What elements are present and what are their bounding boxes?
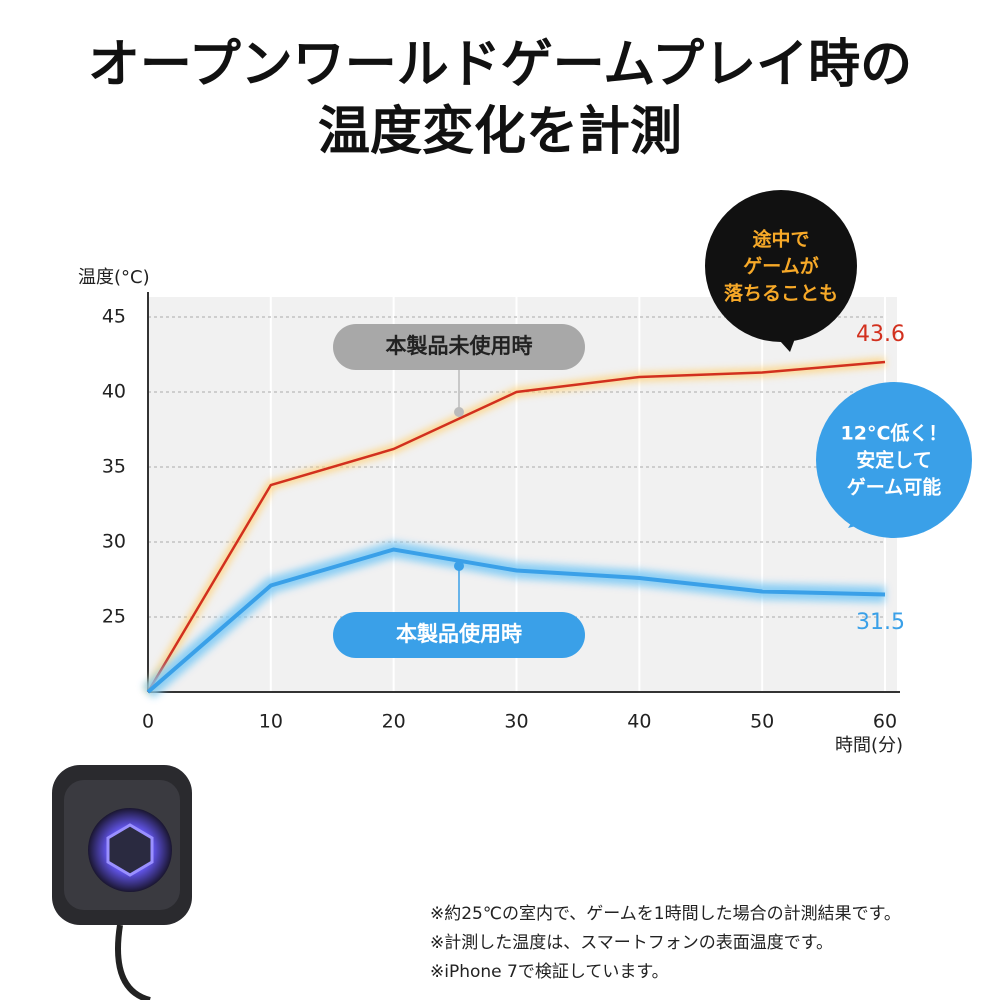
callout-text: 安定して (856, 449, 931, 472)
callout-text: ゲームが (743, 255, 818, 278)
y-tick-label: 35 (102, 456, 126, 478)
callout-bubble (816, 382, 972, 538)
y-tick-label: 40 (102, 381, 126, 403)
x-tick-label: 10 (259, 711, 283, 733)
legend-dot (454, 561, 464, 571)
x-tick-label: 60 (873, 711, 897, 733)
legend-label: 本製品未使用時 (386, 334, 533, 358)
callout-text: ゲーム可能 (847, 476, 941, 499)
footnote: ※約25℃の室内で、ゲームを1時間した場合の計測結果です。 (430, 904, 901, 924)
footnote: ※計測した温度は、スマートフォンの表面温度です。 (430, 933, 833, 953)
callout-text: 12°C低く！ (841, 422, 948, 445)
x-tick-label: 30 (504, 711, 528, 733)
x-tick-label: 0 (142, 711, 154, 733)
x-tick-label: 20 (382, 711, 406, 733)
footnote: ※iPhone 7で検証しています。 (430, 962, 669, 982)
y-axis-label: 温度(°C) (78, 267, 150, 288)
x-tick-label: 40 (627, 711, 651, 733)
x-tick-label: 50 (750, 711, 774, 733)
callout-text: 落ちることも (724, 282, 838, 305)
legend-label: 本製品使用時 (396, 622, 522, 646)
x-axis-label: 時間(分) (835, 735, 903, 756)
callout-bubble (705, 190, 857, 342)
y-tick-label: 45 (102, 306, 126, 328)
legend-pill (333, 612, 585, 658)
title: 温度変化を計測 (318, 102, 682, 162)
y-tick-label: 30 (102, 531, 126, 553)
end-label: 43.6 (856, 322, 905, 347)
series-line (146, 547, 886, 694)
legend-pill (333, 324, 585, 370)
product-image (52, 765, 192, 1000)
legend-dot (454, 407, 464, 417)
series-line (146, 360, 886, 693)
y-tick-label: 25 (102, 606, 126, 628)
end-label: 31.5 (856, 610, 905, 635)
callout-text: 途中で (752, 228, 809, 251)
title: オープンワールドゲームプレイ時の (88, 35, 912, 95)
